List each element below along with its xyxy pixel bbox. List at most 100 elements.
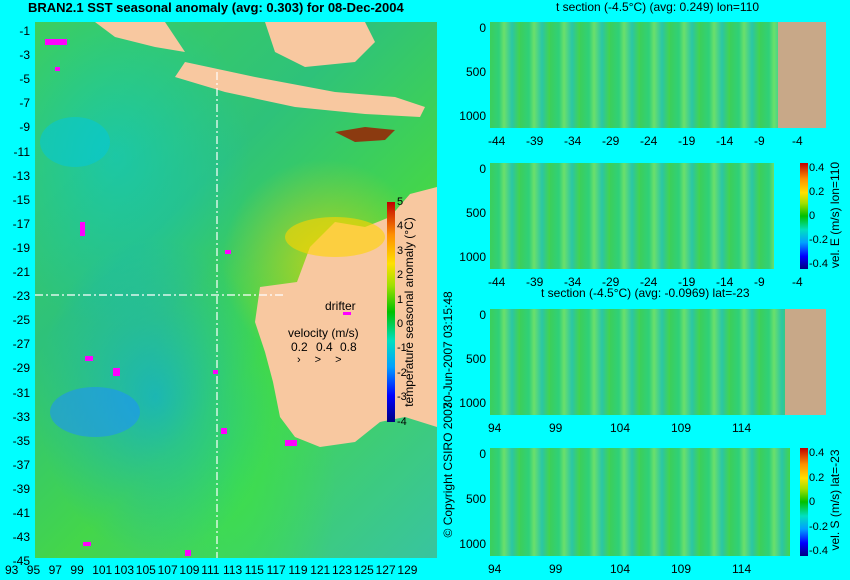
section-x-tick: 104: [610, 562, 631, 576]
lon-tick: 113: [223, 563, 243, 577]
t-lon-title: t section (-4.5°C) (avg: 0.249) lon=110: [556, 0, 760, 14]
section-x-tick: 99: [549, 562, 563, 576]
lat-tick: -3: [19, 48, 30, 63]
u-lon-colorbar: [800, 163, 808, 269]
velocity-scale-2: 0.8: [340, 340, 357, 354]
section-colorbar-tick: -0.4: [809, 258, 828, 270]
map-colorbar-tick: -3: [397, 391, 407, 404]
map-colorbar-tick: -4: [397, 415, 407, 428]
section-x-tick: 114: [732, 562, 752, 576]
warm-patch: [285, 217, 385, 257]
lon-tick: 125: [353, 563, 374, 577]
lat-tick: -37: [12, 457, 30, 472]
t-lat-section: [490, 309, 826, 415]
lat-tick: -41: [12, 506, 30, 520]
section-y-tick: 0: [479, 447, 486, 462]
section-x-tick: -9: [754, 275, 765, 289]
lon-tick: 127: [375, 563, 396, 577]
section-x-tick: -29: [602, 134, 620, 148]
lat-tick: -35: [12, 433, 30, 448]
lon-tick: 117: [266, 563, 286, 577]
lon-tick: 115: [244, 563, 264, 577]
t-lat-title: t section (-4.5°C) (avg: -0.0969) lat=-2…: [541, 286, 750, 300]
v-lat-section: [490, 448, 790, 556]
section-x-tick: -14: [716, 275, 734, 289]
section-y-tick: 1000: [459, 109, 486, 123]
velocity-arrows: ›>>: [297, 354, 356, 366]
lat-tick: -11: [13, 144, 30, 159]
lat-tick: -39: [12, 481, 30, 496]
section-x-tick: -14: [716, 134, 734, 148]
lon-tick: 99: [70, 563, 84, 577]
map-overlay: [35, 22, 437, 558]
timor-land: [335, 127, 395, 142]
drifter-markers: [45, 39, 351, 556]
section-colorbar-tick: 0.2: [809, 186, 825, 198]
section-x-tick: -19: [678, 275, 696, 289]
section-x-tick: -39: [526, 275, 544, 289]
section-colorbar-tick: 0.2: [809, 471, 825, 484]
section-colorbar-tick: -0.2: [809, 520, 828, 533]
section-x-tick: -24: [640, 275, 658, 289]
lat-tick: -13: [12, 168, 30, 183]
section-x-tick: -4: [792, 134, 803, 148]
section-colorbar-tick: 0: [809, 496, 816, 508]
section-y-tick: 0: [479, 21, 486, 35]
lat-tick: -19: [12, 240, 30, 255]
section-y-tick: 1000: [459, 396, 486, 410]
lon-tick: 105: [135, 563, 156, 577]
cool-patch: [50, 387, 140, 437]
section-colorbar-tick: 0.4: [809, 447, 825, 459]
section-x-tick: -34: [564, 134, 582, 148]
map-colorbar: [387, 202, 395, 422]
lat-tick: -43: [12, 530, 30, 545]
lat-tick: -5: [19, 72, 30, 87]
lon-tick: 123: [332, 563, 353, 577]
main-title: BRAN2.1 SST seasonal anomaly (avg: 0.303…: [28, 0, 404, 15]
section-y-tick: 500: [465, 206, 486, 220]
lat-tick: -25: [12, 313, 30, 328]
velocity-scale-0: 0.2: [291, 340, 308, 354]
lat-tick: -7: [19, 96, 30, 111]
t-lon-section: [490, 22, 826, 128]
lon-tick: 95: [26, 563, 41, 577]
u-lon-section: [490, 163, 774, 269]
map-colorbar-tick: 3: [397, 244, 404, 257]
section-x-tick: -34: [564, 275, 582, 289]
lat-tick: -15: [12, 192, 30, 207]
lon-tick: 119: [288, 563, 308, 577]
lat-tick: -23: [12, 289, 30, 304]
cool-patch: [40, 117, 110, 167]
lat-tick: -27: [12, 337, 30, 352]
map-colorbar-tick: -1: [397, 342, 407, 355]
map-colorbar-tick: 0: [397, 318, 404, 330]
section-y-tick: 500: [465, 352, 486, 366]
section-x-tick: -19: [678, 134, 696, 148]
section-y-tick: 0: [479, 308, 486, 322]
copyright-text: © Copyright CSIRO 2007: [441, 402, 455, 538]
section-x-tick: -24: [640, 134, 658, 148]
section-x-tick: -44: [488, 134, 506, 148]
map-colorbar-tick: 1: [397, 293, 404, 306]
section-x-tick: -29: [602, 275, 620, 289]
lon-tick: 101: [92, 563, 113, 577]
lat-tick: -1: [19, 24, 30, 38]
map-colorbar-tick: 4: [397, 220, 404, 233]
lon-tick: 97: [48, 563, 62, 577]
lon-tick: 103: [114, 563, 135, 577]
lat-tick: -21: [12, 265, 30, 279]
section-y-tick: 500: [465, 491, 486, 506]
section-colorbar-tick: -0.4: [809, 545, 828, 557]
lat-tick: -31: [12, 385, 30, 400]
lon-tick: 93: [5, 563, 19, 577]
section-x-tick: 109: [671, 562, 692, 576]
section-x-tick: 94: [488, 421, 502, 435]
section-x-tick: 109: [671, 421, 692, 435]
date-text: 30-Jun-2007 03:15:48: [441, 291, 455, 409]
sumatra-land: [95, 22, 185, 52]
section-x-tick: -44: [488, 275, 506, 289]
section-x-tick: -39: [526, 134, 544, 148]
lon-tick: 111: [201, 563, 220, 577]
sst-anomaly-map: drifter velocity (m/s) 0.2 0.4 0.8 ›>> 5…: [35, 22, 437, 558]
lat-tick: -17: [12, 216, 30, 231]
